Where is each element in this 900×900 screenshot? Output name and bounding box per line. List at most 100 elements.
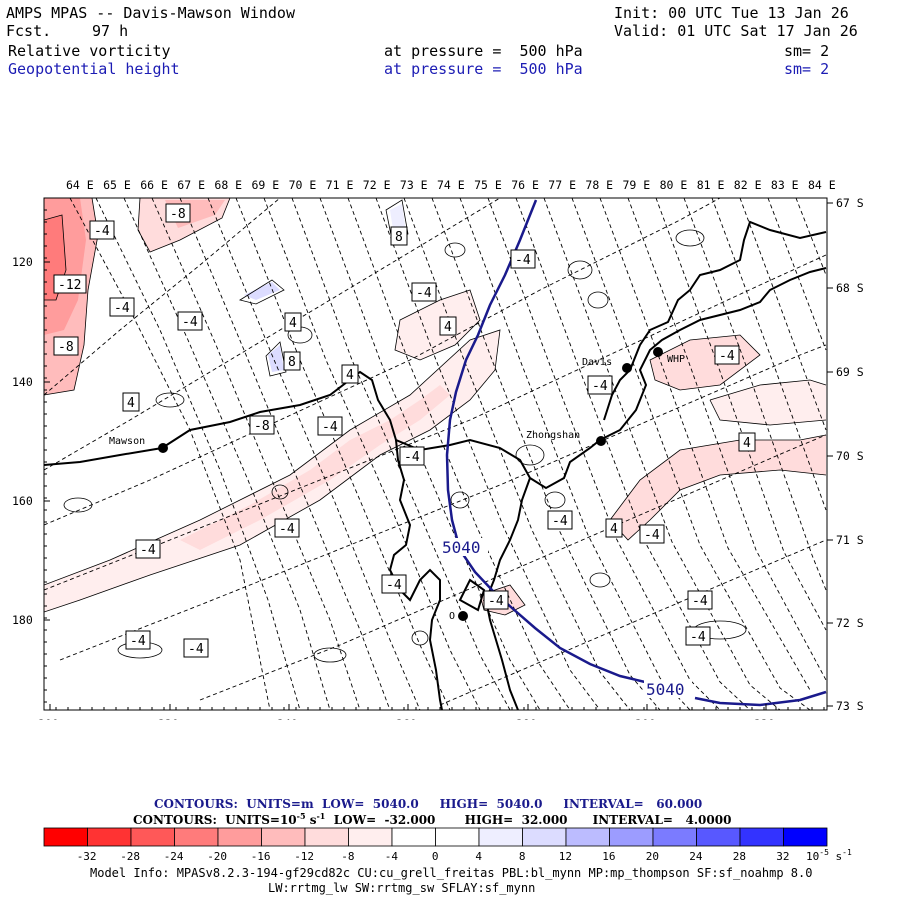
colorbar-swatch xyxy=(435,827,480,847)
vort-contour xyxy=(675,229,705,247)
vorticity-labels: -4 -8 -8 -12 -4 -4 4 4 8 8 -8 -4 4 -4 4 -4 -4 -4 -4 -4 -4 -4 -… xyxy=(53,203,756,658)
colorbar-swatch xyxy=(652,827,697,847)
lat-line xyxy=(123,198,331,710)
colorbar-label: -12 xyxy=(294,850,314,863)
left-axis-label: 140 xyxy=(12,375,33,389)
station-label-o: O xyxy=(449,611,455,622)
vorticity-label: -4 xyxy=(552,514,568,529)
lon-label: 73 E xyxy=(400,178,428,192)
lon-label: 83 E xyxy=(771,178,799,192)
vorticity-label: -4 xyxy=(719,349,735,364)
lat-line xyxy=(683,198,827,591)
bottom-axis-label: 320 xyxy=(754,717,775,720)
height-contour-line xyxy=(694,690,827,707)
coastline-north xyxy=(603,220,827,421)
height-label-bg xyxy=(644,680,692,698)
vorticity-label: 8 xyxy=(395,230,403,245)
vorticity-label-box xyxy=(53,274,87,294)
vorticity-label-box xyxy=(587,375,613,395)
lat-line xyxy=(319,198,541,710)
lon-label: 82 E xyxy=(734,178,762,192)
colorbar-units-base: 10 xyxy=(806,850,819,863)
lon-label: 84 E xyxy=(808,178,836,192)
vort-contour xyxy=(567,260,593,280)
vorticity-label: -8 xyxy=(170,207,186,222)
vorticity-label-box xyxy=(183,638,209,658)
vorticity-label-box xyxy=(547,510,573,530)
vorticity-label-box xyxy=(249,415,275,435)
vort-contour xyxy=(265,341,287,377)
model-info-physics: LW:rrtmg_lw SW:rrtmg_sw SFLAY:sf_mynn xyxy=(268,881,536,895)
vorticity-label: -4 xyxy=(130,634,146,649)
vort-shade-blue-1 xyxy=(244,282,280,300)
colorbar-label: 24 xyxy=(689,850,703,863)
vort-shade-east-blob xyxy=(710,380,826,425)
lon-label: 67 E xyxy=(177,178,205,192)
lon-label: 70 E xyxy=(289,178,317,192)
lon-line xyxy=(44,254,827,591)
field1-name: Relative vorticity xyxy=(8,42,171,60)
vorticity-label-box xyxy=(284,312,302,332)
vort-contour xyxy=(709,379,827,401)
station-label-whp: WHP xyxy=(667,354,685,365)
map-canvas: Mawson Davis WHP Zhongshan O 5040 5040 -… xyxy=(12,178,864,720)
field2-smooth: sm= 2 xyxy=(784,60,830,78)
lat-line xyxy=(571,198,811,710)
vorticity-label: -4 xyxy=(488,594,504,609)
lat-line xyxy=(431,198,661,710)
vorticity-label-box xyxy=(399,446,425,466)
colorbar-label: 28 xyxy=(733,850,746,863)
vorticity-label: -12 xyxy=(58,278,81,293)
lat-label: 73 S xyxy=(836,699,864,713)
contour-info-vort-unit-exp: -1 xyxy=(316,811,326,821)
vort-contour xyxy=(589,572,611,588)
colorbar-label: -16 xyxy=(251,850,271,863)
lon-line xyxy=(44,198,281,396)
colorbar-swatch xyxy=(348,827,393,847)
contour-info-vort-unit: s xyxy=(305,813,317,827)
lat-line xyxy=(235,198,451,710)
height-contour xyxy=(445,199,827,707)
plot-border xyxy=(43,197,828,711)
vort-contour xyxy=(238,279,285,305)
lat-label: 72 S xyxy=(836,616,864,630)
lat-line xyxy=(69,198,271,710)
lon-label: 68 E xyxy=(214,178,242,192)
colorbar-swatch xyxy=(43,827,88,847)
vorticity-label-box xyxy=(738,432,756,452)
vorticity-label: -4 xyxy=(515,253,531,268)
vorticity-label-box xyxy=(165,203,191,223)
lat-line xyxy=(543,198,781,710)
coastline-inner xyxy=(388,439,443,710)
vort-contour xyxy=(44,329,501,613)
vort-contour xyxy=(450,491,470,509)
colorbar-units-tail-exp: -1 xyxy=(842,848,852,857)
colorbar-swatch xyxy=(783,827,828,847)
colorbar: -32 -28 -24 -20 -16 -12 -8 -4 0 4 8 12 16 20 24 28 32 10-… xyxy=(43,827,852,863)
colorbar-label: 4 xyxy=(475,850,482,863)
lat-line xyxy=(711,198,827,511)
height-label-5040-b: 5040 xyxy=(646,680,685,699)
contour-info-height: CONTOURS: UNITS=m LOW= 5040.0 HIGH= 5040… xyxy=(154,797,703,811)
lat-line xyxy=(291,198,511,710)
vorticity-label: 4 xyxy=(346,368,354,383)
lat-label: 69 S xyxy=(836,365,864,379)
vort-contour xyxy=(544,491,566,509)
vorticity-label-box xyxy=(122,392,140,412)
lon-line xyxy=(199,434,827,701)
model-info: Model Info: MPASv8.2.3-194-gf29cd82c CU:… xyxy=(90,866,813,880)
lat-line xyxy=(627,198,827,681)
lat-line xyxy=(263,198,481,710)
forecast-hours: 97 h xyxy=(92,22,129,40)
vorticity-label-box xyxy=(483,590,509,610)
vorticity-label-box xyxy=(274,518,300,538)
vorticity-label-box xyxy=(714,345,740,365)
lon-label: 66 E xyxy=(140,178,168,192)
vorticity-label: 4 xyxy=(289,316,297,331)
colorbar-swatch xyxy=(478,827,523,847)
station-dot-mawson xyxy=(158,443,168,453)
bottom-axis-label: 300 xyxy=(635,717,656,720)
vort-contour xyxy=(385,199,409,241)
lon-label: 64 E xyxy=(66,178,94,192)
